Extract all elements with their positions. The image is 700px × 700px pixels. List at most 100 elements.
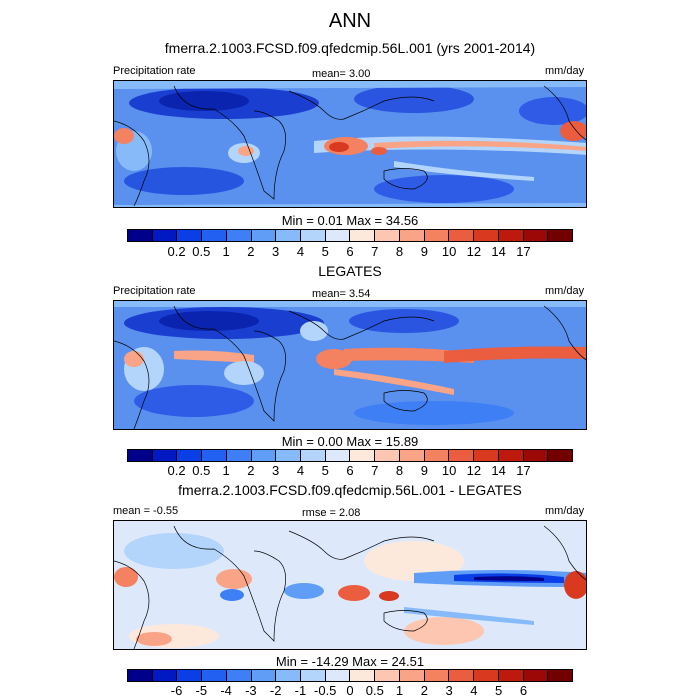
panel3-units-label: mm/day [545,505,585,517]
colorbar-tick-label: 0.2 [167,463,186,478]
colorbar-tick-label: 2 [420,683,428,698]
colorbar-swatch [424,230,450,241]
colorbar-swatch [202,670,227,681]
colorbar-swatch [276,670,302,681]
colorbar-tick-label: 12 [466,244,482,259]
colorbar-tick-label: 1 [395,683,404,698]
colorbar-swatch [523,230,549,241]
panel2-mean-label: mean= 3.54 [312,288,371,300]
panel3-mean-label: mean = -0.55 [113,505,179,517]
colorbar-tick-label: 5 [321,463,329,478]
colorbar-swatch [325,230,351,241]
colorbar-tick-label: 14 [491,463,506,478]
panel1-units-label: mm/day [545,65,585,77]
panel2-left-label: Precipitation rate [113,285,196,297]
colorbar-tick-label: 5 [321,244,329,259]
panel3-subtitle: fmerra.2.1003.FCSD.f09.qfedcmip.56L.001 … [178,482,522,498]
colorbar-tick-label: -4 [220,683,232,698]
page-title: ANN [328,10,372,32]
colorbar-tick-label: -6 [170,683,183,698]
colorbar-swatch [399,450,425,461]
panel1-colorbar-ticks: 0.2 0.5 1 2 3 4 5 6 7 8 9 10 12 14 17 [127,244,573,260]
colorbar-swatch [350,670,376,681]
panel1-map-field [114,81,586,207]
colorbar-tick-label: 8 [395,244,404,259]
colorbar-swatch [226,230,252,241]
colorbar-swatch [202,230,227,241]
colorbar-swatch [251,230,277,241]
panel3-map-field [114,521,586,649]
colorbar-swatch [177,670,203,681]
panel1-minmax: Min = 0.01 Max = 34.56 [281,213,419,228]
colorbar-swatch [498,670,524,681]
panel3-colorbar [127,669,573,682]
panel2-map-field [114,301,586,429]
colorbar-swatch [424,450,450,461]
colorbar-swatch [226,450,252,461]
colorbar-tick-label: 3 [272,463,280,478]
colorbar-swatch [399,230,425,241]
colorbar-tick-label: 5 [495,683,503,698]
panel2-colorbar-ticks: 0.2 0.5 1 2 3 4 5 6 7 8 9 10 12 14 17 [127,463,573,479]
panel1-subtitle: fmerra.2.1003.FCSD.f09.qfedcmip.56L.001 … [164,40,536,56]
colorbar-tick-label: 1 [222,244,230,259]
colorbar-swatch [548,450,572,461]
colorbar-swatch [498,230,524,241]
colorbar-tick-label: 3 [445,683,453,698]
colorbar-tick-label: -1 [294,683,307,698]
panel2-colorbar [127,449,573,462]
colorbar-swatch [152,450,178,461]
colorbar-swatch [325,670,351,681]
colorbar-swatch [301,670,326,681]
colorbar-tick-label: 12 [466,463,482,478]
colorbar-swatch [152,670,178,681]
colorbar-swatch [251,450,277,461]
colorbar-swatch [301,230,326,241]
colorbar-swatch [375,230,400,241]
colorbar-tick-label: 8 [395,463,404,478]
panel1-map [113,80,587,208]
panel2-subtitle: LEGATES [318,263,382,279]
panel2-units-label: mm/day [545,285,585,297]
colorbar-swatch [424,670,450,681]
panel3-map [113,520,587,650]
colorbar-swatch [474,670,499,681]
colorbar-tick-label: 0.2 [167,244,186,259]
panel2-minmax: Min = 0.00 Max = 15.89 [281,434,419,449]
colorbar-tick-label: 6 [346,463,354,478]
panel3-minmax: Min = -14.29 Max = 24.51 [275,654,425,669]
panel2-map [113,300,587,430]
colorbar-tick-label: 4 [470,683,478,698]
colorbar-swatch [177,230,203,241]
panel3-colorbar-ticks: -6 -5 -4 -3 -2 -1 -0.5 0 0.5 1 2 3 4 5 6 [127,683,573,699]
colorbar-tick-label: 10 [441,463,457,478]
colorbar-tick-label: 17 [516,463,531,478]
colorbar-swatch [226,670,252,681]
colorbar-tick-label: 17 [516,244,531,259]
colorbar-swatch [128,230,153,241]
colorbar-swatch [474,230,499,241]
panel1-mean-label: mean= 3.00 [312,68,371,80]
colorbar-swatch [128,450,153,461]
colorbar-tick-label: -5 [195,683,208,698]
colorbar-tick-label: 4 [296,244,305,259]
colorbar-tick-label: 0.5 [192,244,211,259]
colorbar-swatch [202,450,227,461]
colorbar-swatch [251,670,277,681]
colorbar-swatch [474,450,499,461]
panel1-colorbar [127,229,573,242]
colorbar-tick-label: 0 [346,683,354,698]
colorbar-swatch [399,670,425,681]
colorbar-tick-label: 6 [346,244,354,259]
panel1-left-label: Precipitation rate [113,65,196,77]
colorbar-swatch [548,230,572,241]
colorbar-swatch [548,670,572,681]
colorbar-swatch [523,670,549,681]
colorbar-swatch [128,670,153,681]
colorbar-swatch [325,450,351,461]
colorbar-swatch [498,450,524,461]
colorbar-tick-label: 3 [272,244,280,259]
colorbar-swatch [449,230,475,241]
colorbar-tick-label: 0.5 [192,463,211,478]
colorbar-tick-label: 2 [247,463,255,478]
